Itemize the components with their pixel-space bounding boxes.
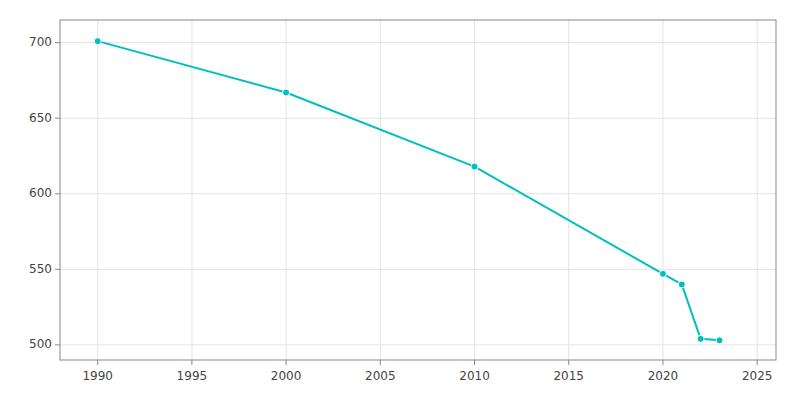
x-tick [286, 360, 287, 365]
point [283, 89, 290, 96]
x-tick-label: 1995 [177, 369, 208, 383]
y-tick-label: 550 [29, 262, 52, 276]
x-tick [662, 360, 663, 365]
point [716, 337, 723, 344]
y-grid-line [60, 269, 776, 270]
x-tick-label: 2010 [459, 369, 490, 383]
x-tick [191, 360, 192, 365]
chart-svg: 500 550 600 650 700 1990 1995 2000 2005 2010 2015 2… [0, 0, 800, 400]
y-grid-line [60, 193, 776, 194]
x-tick-label: 2000 [271, 369, 302, 383]
axes: 500 550 600 650 700 1990 1995 2000 2005 2010 2015 2… [29, 35, 772, 383]
y-tick [55, 269, 60, 270]
y-tick-label: 700 [29, 35, 52, 49]
y-tick [55, 42, 60, 43]
x-grid-line [662, 20, 663, 360]
x-grid-line [474, 20, 475, 360]
y-tick [55, 344, 60, 345]
y-tick [55, 118, 60, 119]
y-tick [55, 193, 60, 194]
y-grid-line [60, 42, 776, 43]
y-grid-line [60, 118, 776, 119]
x-tick-label: 2025 [742, 369, 773, 383]
x-grid-line [97, 20, 98, 360]
x-grid-line [568, 20, 569, 360]
x-tick-label: 1990 [82, 369, 113, 383]
x-tick [380, 360, 381, 365]
point [659, 270, 666, 277]
x-tick [757, 360, 758, 365]
y-tick-label: 500 [29, 337, 52, 351]
y-tick-label: 650 [29, 111, 52, 125]
plot-frame [60, 20, 776, 360]
y-tick-label: 600 [29, 186, 52, 200]
x-tick [97, 360, 98, 365]
x-tick [474, 360, 475, 365]
point [678, 281, 685, 288]
point [697, 335, 704, 342]
x-grid-line [191, 20, 192, 360]
x-tick-label: 2020 [648, 369, 679, 383]
point [94, 38, 101, 45]
x-grid-line [380, 20, 381, 360]
series [94, 38, 723, 344]
x-grid-line [286, 20, 287, 360]
chart-container: 500 550 600 650 700 1990 1995 2000 2005 2010 2015 2… [0, 0, 800, 400]
plot-background [60, 20, 776, 360]
y-grid-line [60, 344, 776, 345]
x-grid-line [757, 20, 758, 360]
grid [60, 20, 776, 360]
point [471, 163, 478, 170]
line [98, 41, 720, 340]
x-tick [568, 360, 569, 365]
x-tick-label: 2005 [365, 369, 396, 383]
x-tick-label: 2015 [553, 369, 584, 383]
